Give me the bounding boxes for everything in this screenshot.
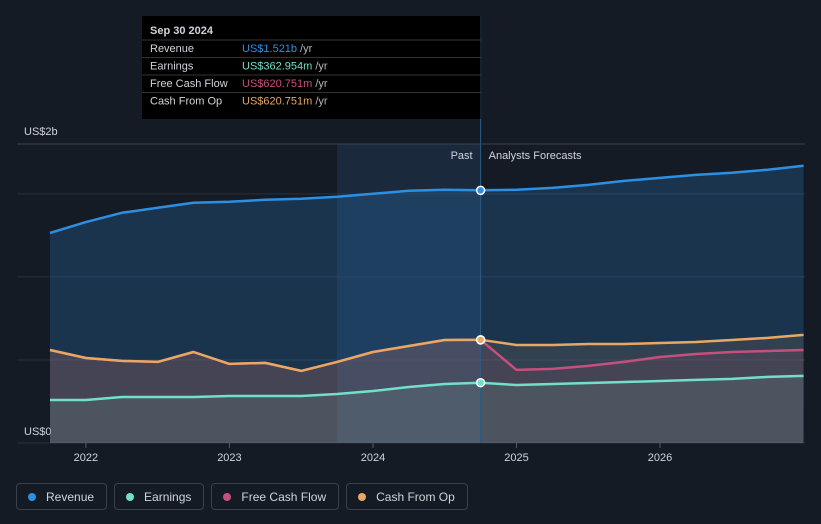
chart: US$2b US$0 2022 2023 2024 2025 2026 Past Analyst… bbox=[17, 16, 805, 464]
legend-swatch bbox=[223, 492, 232, 501]
series-area bbox=[50, 165, 804, 444]
tooltip-label: Free Cash Flow bbox=[150, 78, 228, 90]
tooltip-date: Sep 30 2024 bbox=[150, 25, 214, 37]
legend-swatch bbox=[358, 492, 367, 501]
tooltip-value: US$362.954m/yr bbox=[242, 60, 328, 72]
x-tick-label: 2022 bbox=[74, 452, 98, 464]
tooltip-label: Earnings bbox=[150, 60, 194, 72]
past-label: Past bbox=[451, 150, 473, 162]
tooltip-value-number: US$620.751m bbox=[242, 78, 312, 90]
tooltip-value-number: US$362.954m bbox=[242, 60, 312, 72]
tooltip-unit: /yr bbox=[315, 60, 328, 72]
y-top-label: US$2b bbox=[24, 126, 58, 138]
legend-item[interactable]: Cash From Op bbox=[346, 483, 468, 510]
tooltip-box bbox=[142, 16, 481, 119]
legend-item[interactable]: Revenue bbox=[16, 483, 108, 510]
series-area bbox=[50, 375, 804, 443]
tooltip-unit: /yr bbox=[315, 78, 328, 90]
x-tick-label: 2024 bbox=[361, 452, 385, 464]
tooltip-value: US$620.751m/yr bbox=[242, 95, 328, 107]
x-tick-label: 2025 bbox=[504, 452, 528, 464]
tooltip-label: Cash From Op bbox=[150, 95, 222, 107]
series-area bbox=[50, 339, 804, 443]
tooltip-value-number: US$1.521b bbox=[242, 43, 297, 55]
y-tick-label: US$0 bbox=[24, 426, 52, 438]
legend-label: Free Cash Flow bbox=[241, 489, 327, 504]
tooltip-unit: /yr bbox=[300, 43, 313, 55]
hover-marker bbox=[475, 185, 486, 196]
series-line bbox=[49, 333, 804, 373]
legend-swatch bbox=[28, 492, 36, 501]
tooltip: Sep 30 2024 Revenue US$1.521b/yr Earnings US… bbox=[142, 16, 481, 119]
legend: Revenue Earnings Free Cash Flow Cash From O… bbox=[16, 483, 468, 510]
series-line bbox=[49, 164, 804, 235]
tooltip-value-number: US$620.751m bbox=[242, 95, 312, 107]
legend-label: Earnings bbox=[144, 489, 192, 504]
tooltip-unit: /yr bbox=[315, 95, 328, 107]
tooltip-value: US$620.751m/yr bbox=[242, 78, 328, 90]
legend-label: Cash From Op bbox=[376, 489, 455, 504]
legend-item[interactable]: Earnings bbox=[114, 483, 205, 510]
series-line bbox=[50, 374, 804, 402]
forecast-label: Analysts Forecasts bbox=[489, 150, 582, 162]
legend-swatch bbox=[126, 492, 135, 501]
x-tick-label: 2023 bbox=[217, 452, 241, 464]
tooltip-value: US$1.521b/yr bbox=[242, 43, 313, 55]
legend-label: Revenue bbox=[46, 489, 95, 504]
hover-marker bbox=[475, 377, 486, 388]
tooltip-label: Revenue bbox=[150, 43, 194, 55]
legend-item[interactable]: Free Cash Flow bbox=[211, 483, 340, 510]
hover-marker bbox=[475, 335, 486, 345]
x-tick-label: 2026 bbox=[648, 452, 672, 464]
